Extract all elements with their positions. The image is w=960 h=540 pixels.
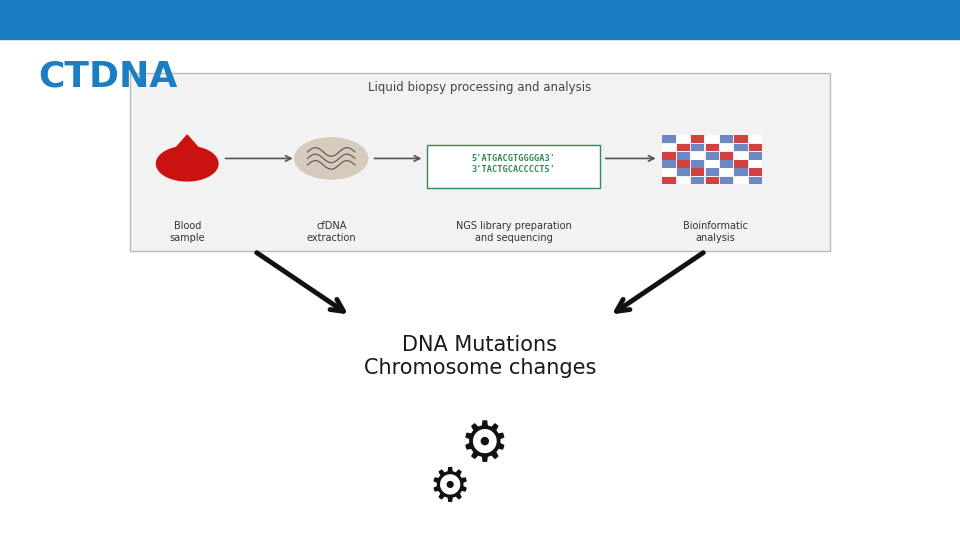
Bar bbox=[749, 136, 762, 143]
Bar bbox=[706, 152, 719, 159]
Bar bbox=[720, 136, 733, 143]
Bar bbox=[677, 160, 690, 168]
Bar bbox=[691, 144, 705, 151]
Text: Liquid biopsy processing and analysis: Liquid biopsy processing and analysis bbox=[369, 81, 591, 94]
Text: 5'ATGACGTGGGGA3'
3'TACTGCACCCCT5': 5'ATGACGTGGGGA3' 3'TACTGCACCCCT5' bbox=[471, 154, 556, 173]
Bar bbox=[691, 160, 705, 168]
Text: cfDNA
extraction: cfDNA extraction bbox=[306, 221, 356, 243]
Text: ⚙: ⚙ bbox=[428, 466, 470, 511]
Bar bbox=[662, 144, 676, 151]
Bar bbox=[720, 152, 733, 159]
Bar bbox=[720, 160, 733, 168]
Bar bbox=[0, 0, 960, 39]
Bar bbox=[691, 136, 705, 143]
Text: NGS library preparation
and sequencing: NGS library preparation and sequencing bbox=[456, 221, 571, 243]
Bar bbox=[706, 168, 719, 176]
Text: DNA Mutations
Chromosome changes: DNA Mutations Chromosome changes bbox=[364, 335, 596, 378]
Bar bbox=[677, 136, 690, 143]
Bar bbox=[706, 177, 719, 184]
Bar bbox=[662, 136, 676, 143]
Text: ⚙: ⚙ bbox=[460, 418, 510, 472]
Circle shape bbox=[295, 138, 368, 179]
Bar bbox=[749, 152, 762, 159]
Bar bbox=[749, 160, 762, 168]
Bar bbox=[691, 168, 705, 176]
Bar bbox=[662, 152, 676, 159]
Bar bbox=[734, 144, 748, 151]
Bar bbox=[749, 144, 762, 151]
Bar bbox=[691, 152, 705, 159]
Bar bbox=[662, 168, 676, 176]
Bar bbox=[720, 177, 733, 184]
Polygon shape bbox=[156, 146, 218, 181]
Bar bbox=[720, 168, 733, 176]
Bar bbox=[734, 152, 748, 159]
FancyBboxPatch shape bbox=[130, 73, 830, 251]
Bar bbox=[662, 160, 676, 168]
Bar bbox=[706, 144, 719, 151]
Bar bbox=[734, 168, 748, 176]
Bar bbox=[720, 144, 733, 151]
Bar bbox=[691, 177, 705, 184]
Bar bbox=[734, 160, 748, 168]
Bar bbox=[706, 160, 719, 168]
Text: CTDNA: CTDNA bbox=[38, 59, 178, 93]
Bar bbox=[677, 152, 690, 159]
Polygon shape bbox=[165, 135, 209, 160]
Bar bbox=[734, 177, 748, 184]
Bar bbox=[749, 168, 762, 176]
Bar bbox=[706, 136, 719, 143]
Text: Blood
sample: Blood sample bbox=[169, 221, 205, 243]
Bar bbox=[677, 168, 690, 176]
Text: Bioinformatic
analysis: Bioinformatic analysis bbox=[683, 221, 748, 243]
Bar bbox=[749, 177, 762, 184]
Bar bbox=[677, 177, 690, 184]
FancyBboxPatch shape bbox=[427, 145, 600, 188]
Bar bbox=[677, 144, 690, 151]
Bar bbox=[662, 177, 676, 184]
Bar bbox=[734, 136, 748, 143]
